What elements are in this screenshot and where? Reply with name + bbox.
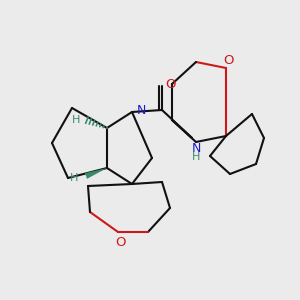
Text: N: N bbox=[191, 142, 201, 154]
Text: O: O bbox=[115, 236, 125, 248]
Polygon shape bbox=[85, 168, 107, 179]
Text: H: H bbox=[70, 173, 78, 183]
Text: H: H bbox=[72, 115, 80, 125]
Text: N: N bbox=[136, 103, 146, 116]
Text: O: O bbox=[223, 55, 233, 68]
Text: H: H bbox=[192, 152, 200, 162]
Text: O: O bbox=[166, 79, 176, 92]
